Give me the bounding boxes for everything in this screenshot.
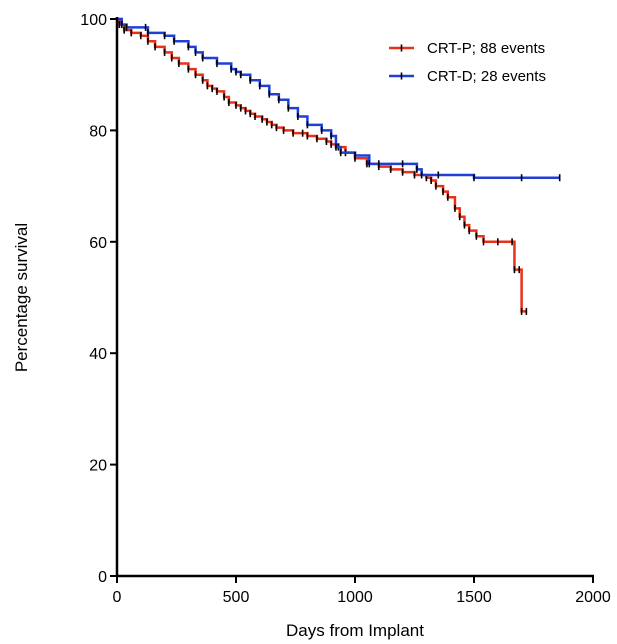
y-tick-label: 80 xyxy=(89,123,107,140)
y-tick-label: 60 xyxy=(89,235,107,252)
legend-label-1: CRT-P; 88 events xyxy=(427,40,545,57)
legend-label-2: CRT-D; 28 events xyxy=(427,68,546,85)
axes-layer: 0 500 1000 1500 2000 0 20 40 60 80 100 xyxy=(80,12,611,606)
x-tick-label: 1500 xyxy=(456,589,492,606)
legend: CRT-P; 88 events CRT-D; 28 events xyxy=(389,40,546,85)
x-tick-label: 0 xyxy=(113,589,122,606)
y-axis-title: Percentage survival xyxy=(12,223,31,372)
y-tick-label: 40 xyxy=(89,346,107,363)
x-tick-label: 1000 xyxy=(337,589,373,606)
plot-series-layer xyxy=(117,17,561,315)
y-tick-label: 100 xyxy=(80,12,107,29)
y-tick-label: 20 xyxy=(89,458,107,475)
x-axis-title: Days from Implant xyxy=(286,621,424,640)
x-tick-label: 500 xyxy=(223,589,250,606)
y-tick-label: 0 xyxy=(98,569,107,586)
x-tick-label: 2000 xyxy=(575,589,611,606)
